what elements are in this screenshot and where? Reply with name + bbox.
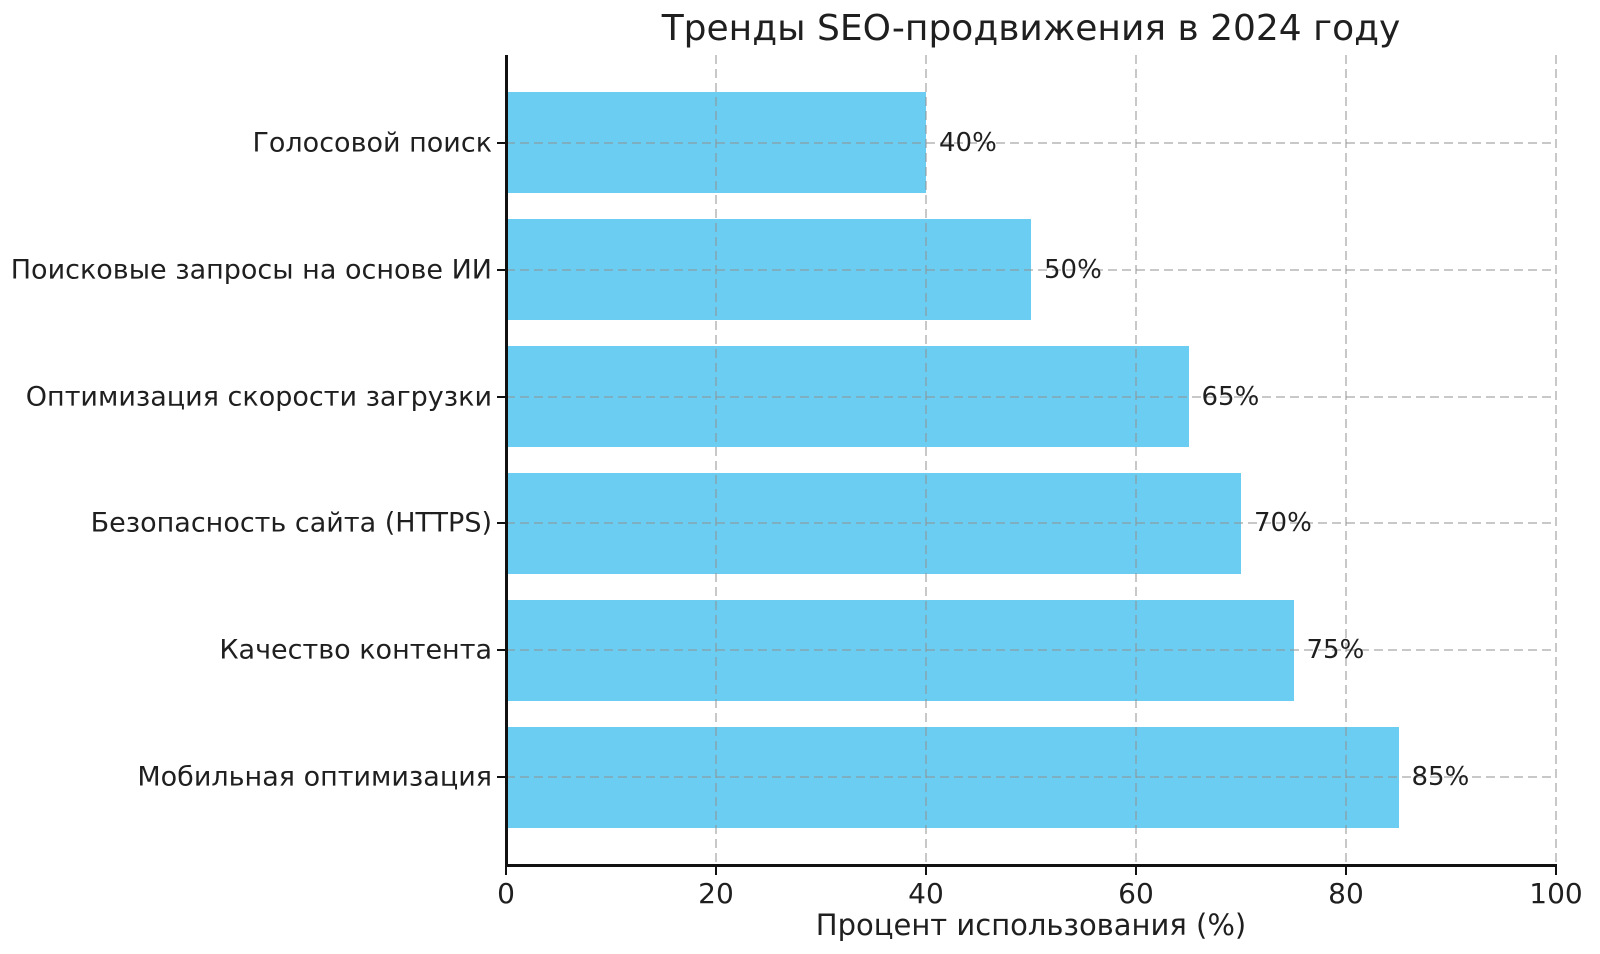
gridline-vertical <box>1555 55 1557 865</box>
y-tick-label: Качество контента <box>219 634 492 666</box>
x-tick-mark <box>925 866 927 875</box>
gridline-vertical <box>1345 55 1347 865</box>
gridline-horizontal <box>506 395 1556 398</box>
gridline-vertical <box>1135 55 1137 865</box>
y-tick-mark <box>497 268 506 271</box>
y-tick-label: Мобильная оптимизация <box>137 761 492 793</box>
x-tick-mark <box>1135 866 1137 875</box>
gridline-horizontal <box>506 649 1556 652</box>
x-tick-label: 20 <box>698 877 734 910</box>
gridline-horizontal <box>506 522 1556 525</box>
y-tick-mark <box>497 141 506 144</box>
bar-value-label: 70% <box>1254 508 1312 539</box>
y-axis-line <box>505 55 508 866</box>
x-tick-label: 80 <box>1328 877 1364 910</box>
x-tick-label: 40 <box>908 877 944 910</box>
y-tick-label: Голосовой поиск <box>252 127 492 159</box>
y-tick-mark <box>497 522 506 525</box>
x-tick-mark <box>1345 866 1347 875</box>
x-tick-mark <box>1555 866 1557 875</box>
gridline-horizontal <box>506 776 1556 779</box>
y-tick-label: Оптимизация скорости загрузки <box>25 381 492 413</box>
plot-area: 40% 50% 65% 70% 75% 85% <box>505 55 1557 867</box>
bar-value-label: 75% <box>1306 635 1365 666</box>
y-tick-mark <box>497 649 506 652</box>
x-tick-mark <box>505 866 507 875</box>
x-tick-label: 100 <box>1529 877 1583 910</box>
grid-layer <box>506 55 1557 865</box>
gridline-vertical <box>715 55 717 865</box>
gridline-vertical <box>925 55 927 865</box>
y-tick-label: Поисковые запросы на основе ИИ <box>10 254 492 286</box>
bar-value-label: 85% <box>1411 762 1470 793</box>
chart-title: Тренды SEO-продвижения в 2024 году <box>661 8 1401 49</box>
y-tick-mark <box>497 395 506 398</box>
bar-value-label: 65% <box>1201 381 1260 412</box>
gridline-horizontal <box>506 141 1556 144</box>
x-tick-label: 60 <box>1118 877 1154 910</box>
bar-value-label: 50% <box>1044 254 1102 285</box>
x-tick-mark <box>715 866 717 875</box>
gridline-horizontal <box>506 268 1556 271</box>
bar-value-label: 40% <box>939 127 997 158</box>
x-axis-line <box>505 864 1557 867</box>
x-tick-label: 0 <box>497 877 515 910</box>
y-tick-label: Безопасность сайта (HTTPS) <box>90 507 492 539</box>
value-labels-layer: 40% 50% 65% 70% 75% 85% <box>506 55 1556 865</box>
x-axis-title: Процент использования (%) <box>815 908 1247 942</box>
y-tick-mark <box>497 776 506 779</box>
